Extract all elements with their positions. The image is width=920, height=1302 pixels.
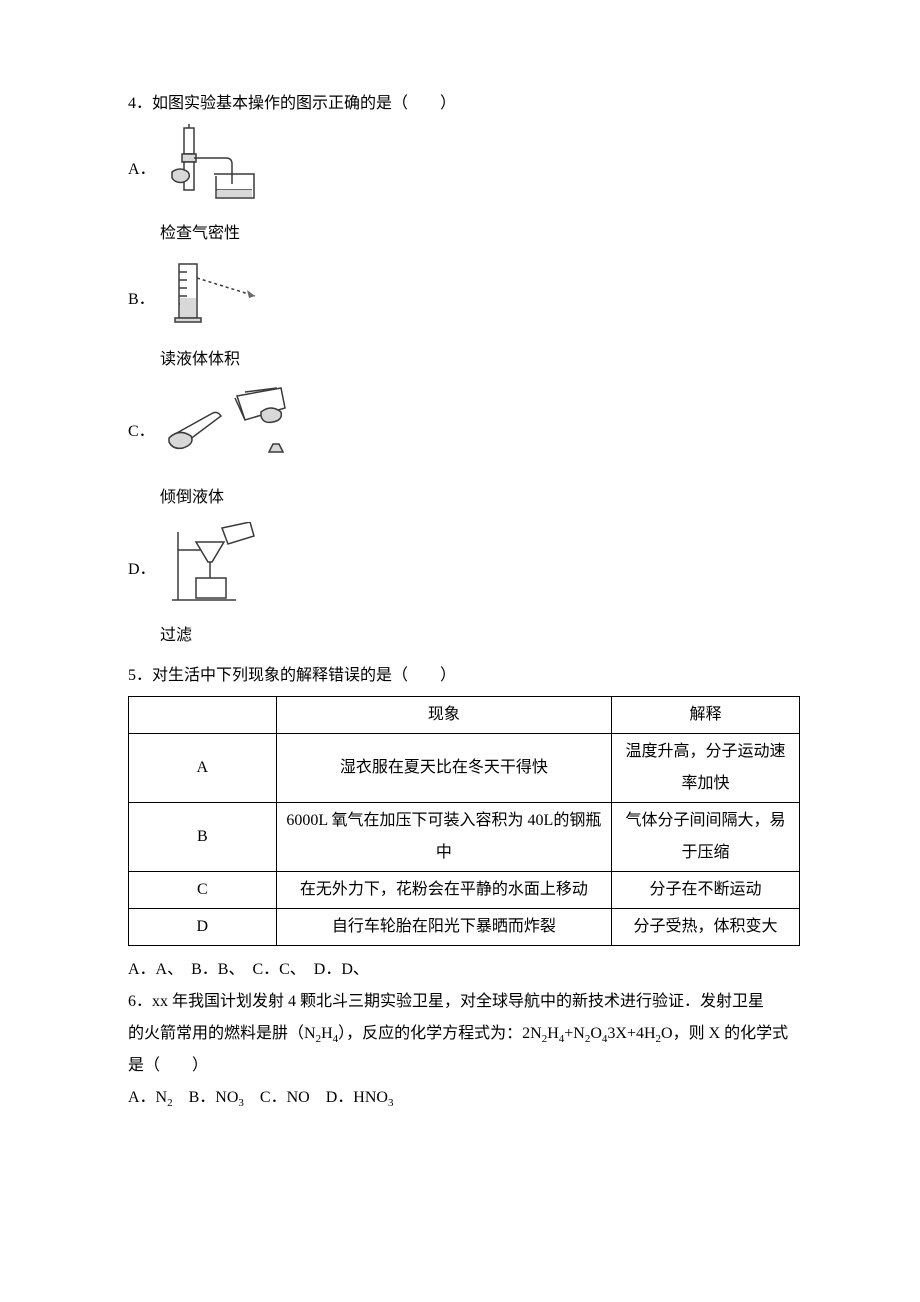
q4-b-diagram (165, 258, 281, 342)
q4-d-caption: 过滤 (160, 620, 800, 652)
q4-option-d: D． 过滤 (128, 522, 800, 652)
q6-choices: A．N2 B．NO3 C．NO D．HNO3 (128, 1082, 800, 1114)
q4-c-label: C． (128, 416, 155, 448)
q4-d-diagram (166, 522, 258, 618)
q5-text: 5．对生活中下列现象的解释错误的是（ ） (128, 660, 800, 692)
q5-d-label: D (129, 909, 277, 946)
q6-l2d: H (547, 1025, 559, 1042)
q5-a-expl: 温度升高，分子运动速率加快 (612, 734, 800, 803)
q5-b-expl: 气体分子间间隔大，易于压缩 (612, 803, 800, 872)
q4-c-diagram (165, 384, 297, 480)
q4-b-caption: 读液体体积 (160, 344, 800, 376)
q6-line2: 的火箭常用的燃料是肼（N2H4），反应的化学方程式为：2N2H4+N2O43X+… (128, 1018, 800, 1050)
q4-d-label: D． (128, 554, 156, 586)
table-row: D 自行车轮胎在阳光下暴晒而炸裂 分子受热，体积变大 (129, 909, 800, 946)
q4-option-b: B． 读液体体积 (128, 258, 800, 376)
q6-l2h: O，则 X 的化学式 (661, 1025, 788, 1042)
q4-b-label: B． (128, 284, 155, 316)
table-row: C 在无外力下，花粉会在平静的水面上移动 分子在不断运动 (129, 872, 800, 909)
table-row: A 湿衣服在夏天比在冬天干得快 温度升高，分子运动速率加快 (129, 734, 800, 803)
q5-d-phen: 自行车轮胎在阳光下暴晒而炸裂 (276, 909, 612, 946)
q5-a-label: A (129, 734, 277, 803)
q6-l2c: ），反应的化学方程式为：2N (338, 1025, 542, 1042)
q5-c-phen: 在无外力下，花粉会在平静的水面上移动 (276, 872, 612, 909)
q4-a-caption: 检查气密性 (160, 218, 800, 250)
q6-line3: 是（ ） (128, 1050, 800, 1082)
q5-b-phen: 6000L 氧气在加压下可装入容积为 40L的钢瓶中 (276, 803, 612, 872)
q6-l2g: 3X+4H (607, 1025, 655, 1042)
q6-ch-a: A．N (128, 1089, 167, 1106)
q5-a-phen: 湿衣服在夏天比在冬天干得快 (276, 734, 612, 803)
q6-ch-cd: C．NO D．HNO (244, 1089, 388, 1106)
q6-l2a: 的火箭常用的燃料是肼（N (128, 1025, 316, 1042)
table-row: 现象 解释 (129, 697, 800, 734)
q5-h2: 解释 (612, 697, 800, 734)
q6-line1: 6．xx 年我国计划发射 4 颗北斗三期实验卫星，对全球导航中的新技术进行验证．… (128, 986, 800, 1018)
q6-ch-sub3b: 3 (388, 1097, 394, 1109)
q6-ch-b: B．NO (173, 1089, 239, 1106)
q5-c-label: C (129, 872, 277, 909)
q4-text: 4．如图实验基本操作的图示正确的是（ ） (128, 88, 800, 120)
q6-l2e: +N (564, 1025, 585, 1042)
q4-option-a: A． 检查气密性 (128, 124, 800, 250)
q4-option-c: C． 倾倒液体 (128, 384, 800, 514)
q5-c-expl: 分子在不断运动 (612, 872, 800, 909)
q5-d-expl: 分子受热，体积变大 (612, 909, 800, 946)
q4-a-label: A． (128, 154, 156, 186)
q5-b-label: B (129, 803, 277, 872)
q6-l2f: O (590, 1025, 602, 1042)
q4-c-caption: 倾倒液体 (160, 482, 800, 514)
q6-l2b: H (321, 1025, 333, 1042)
q4-a-diagram (166, 124, 286, 216)
q5-table: 现象 解释 A 湿衣服在夏天比在冬天干得快 温度升高，分子运动速率加快 B 60… (128, 696, 800, 946)
q5-choices: A．A、 B．B、 C．C、 D．D、 (128, 954, 800, 986)
q5-h1: 现象 (276, 697, 612, 734)
table-row: B 6000L 氧气在加压下可装入容积为 40L的钢瓶中 气体分子间间隔大，易于… (129, 803, 800, 872)
q5-h0 (129, 697, 277, 734)
